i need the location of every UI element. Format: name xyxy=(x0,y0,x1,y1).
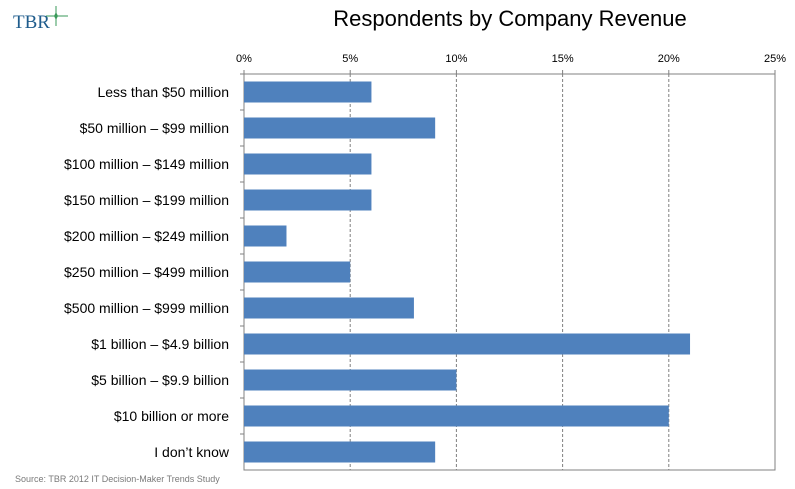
category-label: $100 million – $149 million xyxy=(64,156,229,172)
logo-sparkle-icon xyxy=(46,6,68,26)
x-tick-label: 25% xyxy=(764,53,786,65)
category-label: $5 billion – $9.9 billion xyxy=(91,372,229,388)
x-tick-label: 5% xyxy=(342,53,358,65)
category-label: $1 billion – $4.9 billion xyxy=(91,336,229,352)
source-note: Source: TBR 2012 IT Decision-Maker Trend… xyxy=(15,474,220,484)
category-label: $200 million – $249 million xyxy=(64,228,229,244)
bar xyxy=(244,333,691,355)
chart-title: Respondents by Company Revenue xyxy=(333,6,687,31)
category-label: $250 million – $499 million xyxy=(64,264,229,280)
bar xyxy=(244,441,436,463)
category-label: Less than $50 million xyxy=(97,84,229,100)
bar xyxy=(244,81,372,103)
logo-text: TBR xyxy=(13,12,50,33)
bar xyxy=(244,369,457,391)
category-label: $50 million – $99 million xyxy=(80,120,229,136)
x-tick-label: 20% xyxy=(658,53,680,65)
bar xyxy=(244,117,436,139)
category-label: $500 million – $999 million xyxy=(64,300,229,316)
category-label: $150 million – $199 million xyxy=(64,192,229,208)
bar xyxy=(244,225,287,247)
x-tick-label: 10% xyxy=(445,53,467,65)
bar xyxy=(244,405,669,427)
tbr-logo: TBR xyxy=(13,4,73,40)
bar xyxy=(244,297,414,319)
bar xyxy=(244,189,372,211)
bar xyxy=(244,261,351,283)
x-tick-label: 0% xyxy=(236,53,252,65)
bar xyxy=(244,153,372,175)
category-label: $10 billion or more xyxy=(114,408,229,424)
x-tick-label: 15% xyxy=(552,53,574,65)
category-label: I don’t know xyxy=(154,444,230,460)
